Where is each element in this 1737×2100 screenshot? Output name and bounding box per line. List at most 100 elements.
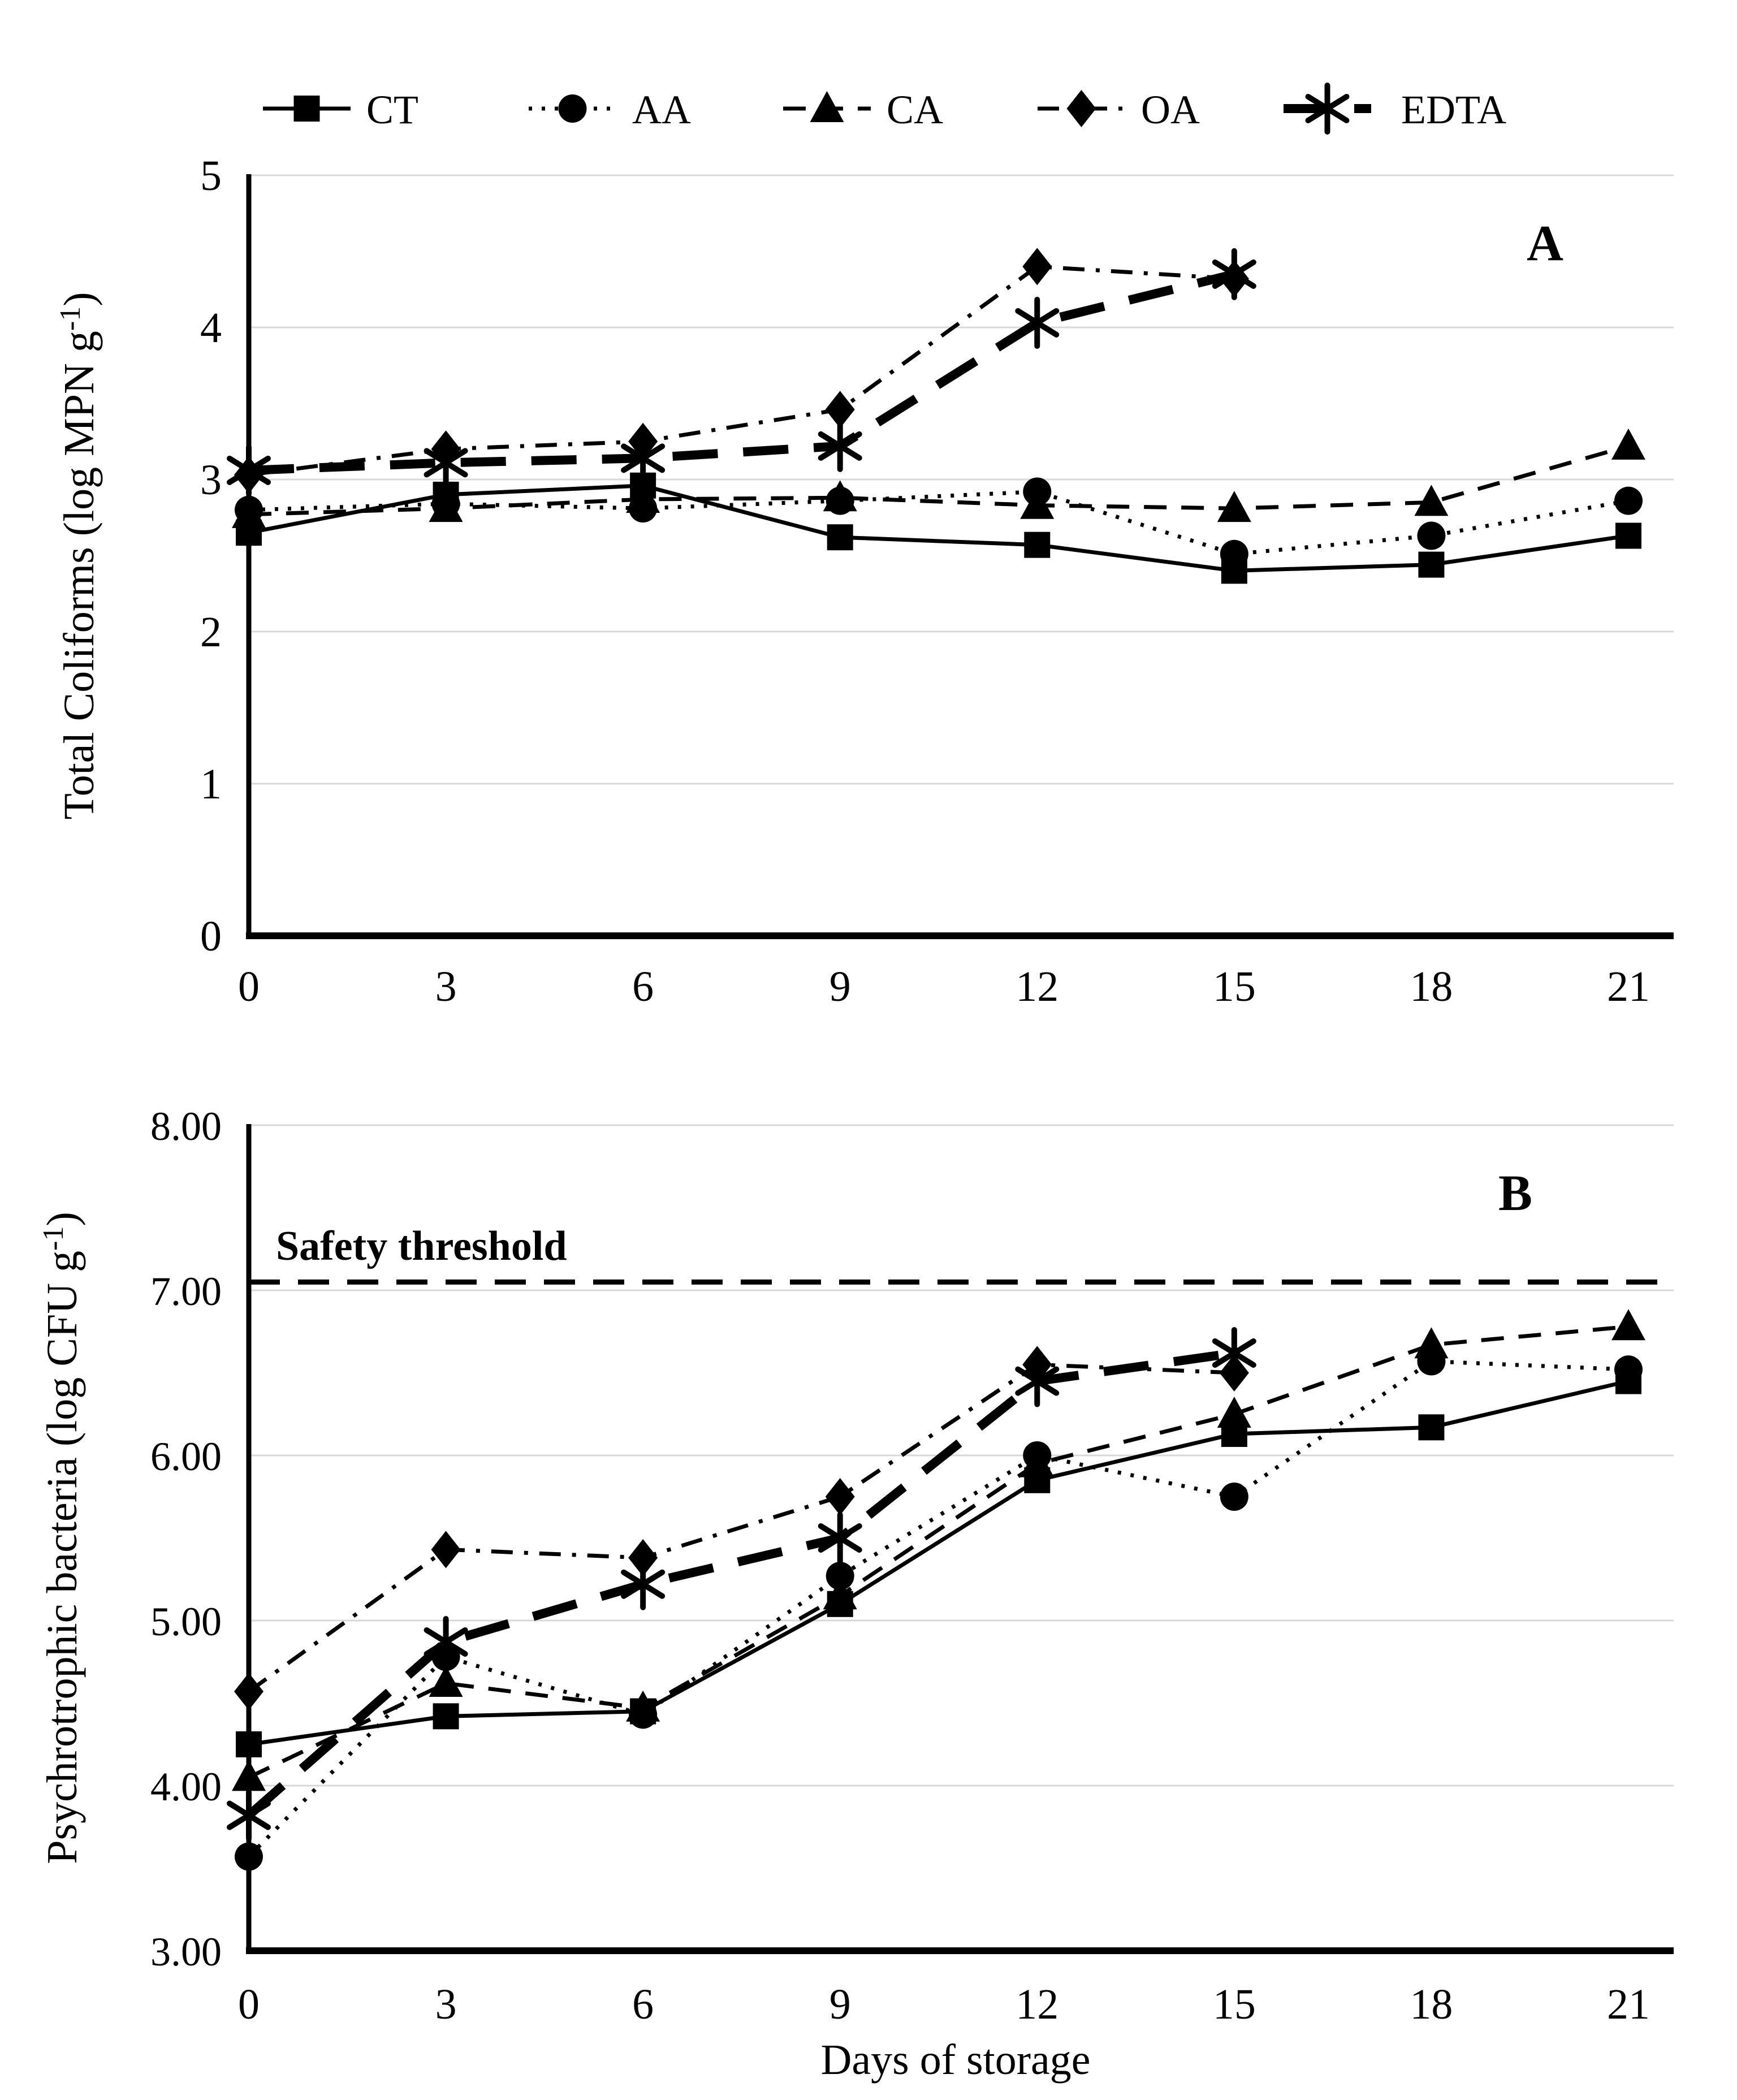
series-EDTA-marker [1212, 248, 1256, 300]
y-tick-label: 0 [200, 913, 222, 960]
series-EDTA-marker [1015, 296, 1060, 349]
series-CA-marker [232, 1760, 266, 1791]
x-tick-label: 0 [238, 1981, 260, 2028]
series-CA-marker [626, 1690, 660, 1722]
legend-label-oa: OA [1141, 87, 1200, 132]
x-tick-label: 18 [1410, 963, 1453, 1010]
x-tick-label: 21 [1607, 1981, 1650, 2028]
series-CA-marker [1020, 1446, 1055, 1477]
series-CA-marker [823, 480, 857, 512]
x-tick-label: 0 [238, 963, 260, 1010]
x-tick-label: 6 [632, 1981, 654, 2028]
series-CT-marker [1418, 1414, 1445, 1441]
series-CA-marker [1414, 1327, 1449, 1359]
series-CT-marker [827, 524, 853, 551]
series-EDTA-marker [227, 444, 271, 496]
series-AA-marker [1220, 1483, 1248, 1511]
panel-letter-a: A [1527, 215, 1563, 271]
series-EDTA-line [245, 1349, 1235, 1819]
y-tick-label: 5.00 [150, 1599, 222, 1644]
series-AA-marker [235, 1842, 263, 1871]
series-AA-marker [1614, 1355, 1643, 1384]
series-CA-marker [232, 496, 266, 528]
series-AA-marker [826, 1562, 854, 1591]
chart-b-plot: 3.00 4.00 5.00 6.00 7.00 8.00 0 3 6 9 12 15 18 21 [150, 1104, 1674, 2028]
series-AA-line [248, 489, 1629, 556]
x-tick-label: 3 [435, 963, 457, 1010]
y-tick-label: 6.00 [150, 1434, 222, 1479]
y-tick-label: 7.00 [150, 1269, 222, 1314]
series-CA-legend-marker [810, 91, 844, 122]
series-EDTA-marker [621, 1558, 666, 1610]
series-EDTA-marker-stroke [424, 448, 468, 478]
x-tick-label: 15 [1213, 1981, 1256, 2028]
series-EDTA-marker-stroke [1015, 1366, 1060, 1396]
series-CA-marker [429, 491, 463, 522]
series-CA-marker [429, 1665, 463, 1697]
y-tick-label: 3.00 [150, 1929, 222, 1974]
series-CT-marker [1024, 532, 1051, 558]
y-tick-label: 4 [200, 304, 222, 352]
panel-letter-b: B [1498, 1165, 1532, 1221]
series-OA-line [247, 1362, 1235, 1693]
series-EDTA-marker [621, 432, 666, 485]
series-EDTA-marker-stroke [1212, 259, 1256, 289]
series-CT-marker [236, 1731, 262, 1757]
series-CA-marker [823, 1578, 857, 1610]
x-tick-label: 3 [435, 1981, 457, 2028]
series-EDTA-legend-marker [1305, 83, 1350, 135]
series-CA-marker [1611, 428, 1645, 460]
y-tick-label: 1 [200, 761, 222, 808]
x-tick-label: 12 [1016, 963, 1058, 1010]
series-CA-marker [1217, 491, 1251, 522]
x-tick-label: 6 [632, 963, 654, 1010]
series-OA-marker [628, 1539, 658, 1577]
x-tick-label: 18 [1410, 1981, 1453, 2028]
y-tick-label: 3 [200, 456, 222, 504]
series-AA-marker [1220, 539, 1248, 568]
series-EDTA-marker [227, 1789, 271, 1842]
series-EDTA-marker-stroke [621, 443, 666, 473]
y-tick-label: 2 [200, 608, 222, 656]
series-EDTA-marker [818, 420, 862, 472]
series-EDTA-marker-stroke [1015, 308, 1060, 338]
chart-a-y-axis-title: Total Coliforms (log MPN g-1) [54, 292, 103, 819]
series-AA-marker [1417, 521, 1446, 550]
series-AA-legend-marker [558, 94, 587, 123]
x-axis-title: Days of storage [821, 2036, 1091, 2084]
series-CA-marker [1611, 1309, 1645, 1341]
y-tick-label: 5 [200, 152, 222, 200]
series-CT-marker [433, 1703, 459, 1730]
series-CT-legend-marker [293, 96, 320, 122]
series-EDTA-marker-stroke [621, 1569, 666, 1599]
series-OA-marker [825, 1478, 855, 1515]
series-EDTA-marker-stroke [227, 1800, 271, 1830]
series-EDTA-marker-stroke [1212, 1338, 1256, 1368]
series-EDTA-legend-marker-stroke [1305, 94, 1350, 123]
x-tick-label: 9 [829, 1981, 851, 2028]
chart-b-y-axis-title: Psychrotrophic bacteria (log CFU g-1) [37, 1212, 86, 1864]
series-CA-line [248, 1324, 1629, 1779]
series-CA-marker [626, 481, 660, 513]
x-tick-label: 15 [1213, 963, 1256, 1010]
series-OA-marker [825, 391, 855, 429]
series-EDTA-marker-stroke [818, 1523, 862, 1553]
series-CT-marker [1418, 551, 1445, 578]
y-tick-label: 8.00 [150, 1104, 222, 1149]
legend-label-edta: EDTA [1401, 87, 1506, 132]
series-CT-line [248, 1379, 1629, 1747]
series-EDTA-marker [1212, 1326, 1256, 1379]
series-AA-marker [1614, 486, 1643, 515]
series-OA-marker [1022, 248, 1052, 286]
series-CT-line [248, 483, 1629, 573]
legend: CT AA CA OA EDTA [263, 83, 1506, 135]
series-CA-marker [1020, 487, 1055, 519]
legend-label-ca: CA [887, 87, 943, 132]
series-EDTA-marker-stroke [424, 1627, 468, 1657]
x-tick-label: 12 [1016, 1981, 1058, 2028]
series-EDTA-marker-stroke [818, 431, 862, 461]
series-EDTA-marker [424, 1615, 468, 1668]
series-EDTA-marker [1015, 1355, 1060, 1407]
